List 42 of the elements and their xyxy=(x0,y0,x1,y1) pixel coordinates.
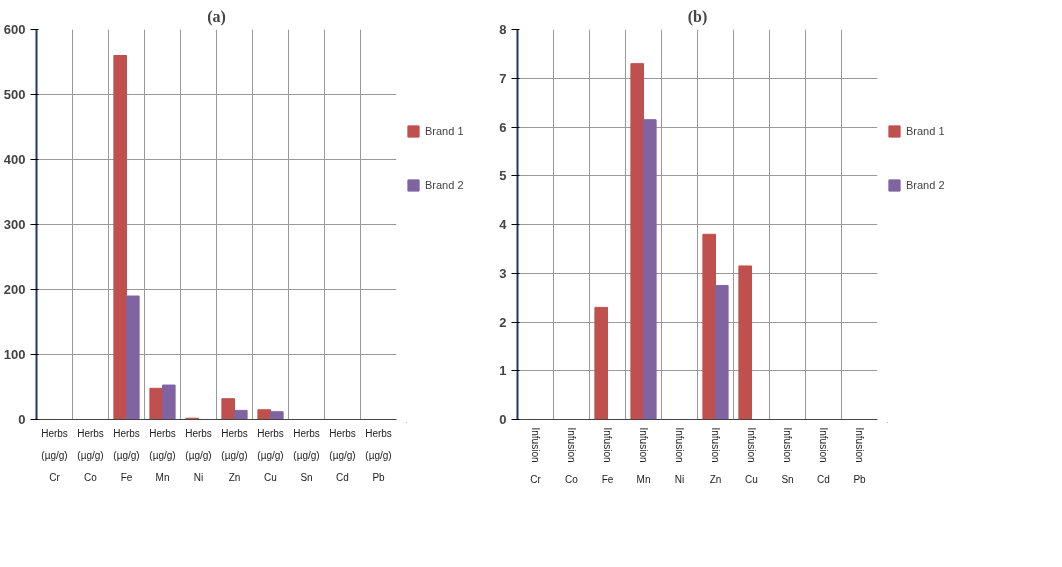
category-label: Herbs (µg/g) Cd xyxy=(329,427,356,483)
category-label: Herbs (µg/g) Co xyxy=(77,427,104,483)
category-label: Herbs (µg/g) Fe xyxy=(113,427,140,483)
y-tick-label: 5 xyxy=(499,168,507,184)
y-tick-label: 7 xyxy=(499,70,507,86)
y-tick-label: 500 xyxy=(3,87,26,102)
y-tick-label: 6 xyxy=(499,119,507,135)
y-tick-label: 3 xyxy=(499,265,507,281)
category-label: Herbs (µg/g) Cu xyxy=(257,427,284,483)
y-tick-label: 8 xyxy=(499,22,507,37)
y-tick-label: 4 xyxy=(499,217,508,232)
chart-title: (b) xyxy=(687,7,708,26)
category-label: Infusion Cu xyxy=(745,427,758,485)
y-tick-label: 300 xyxy=(3,217,26,232)
y-tick-label: 0 xyxy=(499,412,507,427)
category-label: Infusion Cr xyxy=(530,427,541,485)
legend-label: Brand 1 xyxy=(906,125,946,137)
legend-label: Brand 2 xyxy=(906,179,946,191)
category-label: Infusion Fe xyxy=(601,427,614,485)
category-label: Herbs (µg/g) Zn xyxy=(221,427,248,483)
category-label: Herbs (µg/g) Cr xyxy=(41,427,68,483)
category-label: Infusion Sn xyxy=(781,427,794,485)
chart-title: (a) xyxy=(207,7,226,26)
category-label: Infusion Co xyxy=(565,427,578,485)
y-tick-label: 0 xyxy=(18,412,26,427)
category-label: Herbs (µg/g) Ni xyxy=(185,427,212,483)
y-tick-label: 1 xyxy=(499,363,507,379)
y-tick-label: 100 xyxy=(3,347,26,362)
category-label: Infusion Zn xyxy=(709,427,722,485)
category-label: Infusion Mn xyxy=(636,427,651,485)
category-label: Infusion Ni xyxy=(674,427,685,485)
y-tick-label: 200 xyxy=(3,282,26,297)
category-label: Infusion Cd xyxy=(817,427,830,485)
y-tick-label: 400 xyxy=(3,152,26,167)
category-label: Herbs (µg/g) Sn xyxy=(293,427,320,483)
legend-label: Brand 2 xyxy=(425,179,465,191)
category-label: Infusion Pb xyxy=(853,427,866,485)
category-label: Herbs (µg/g) Pb xyxy=(365,427,392,483)
y-tick-label: 2 xyxy=(499,314,507,330)
y-tick-label: 600 xyxy=(3,22,26,37)
legend-label: Brand 1 xyxy=(425,125,465,137)
category-label: Herbs (µg/g) Mn xyxy=(149,427,176,483)
